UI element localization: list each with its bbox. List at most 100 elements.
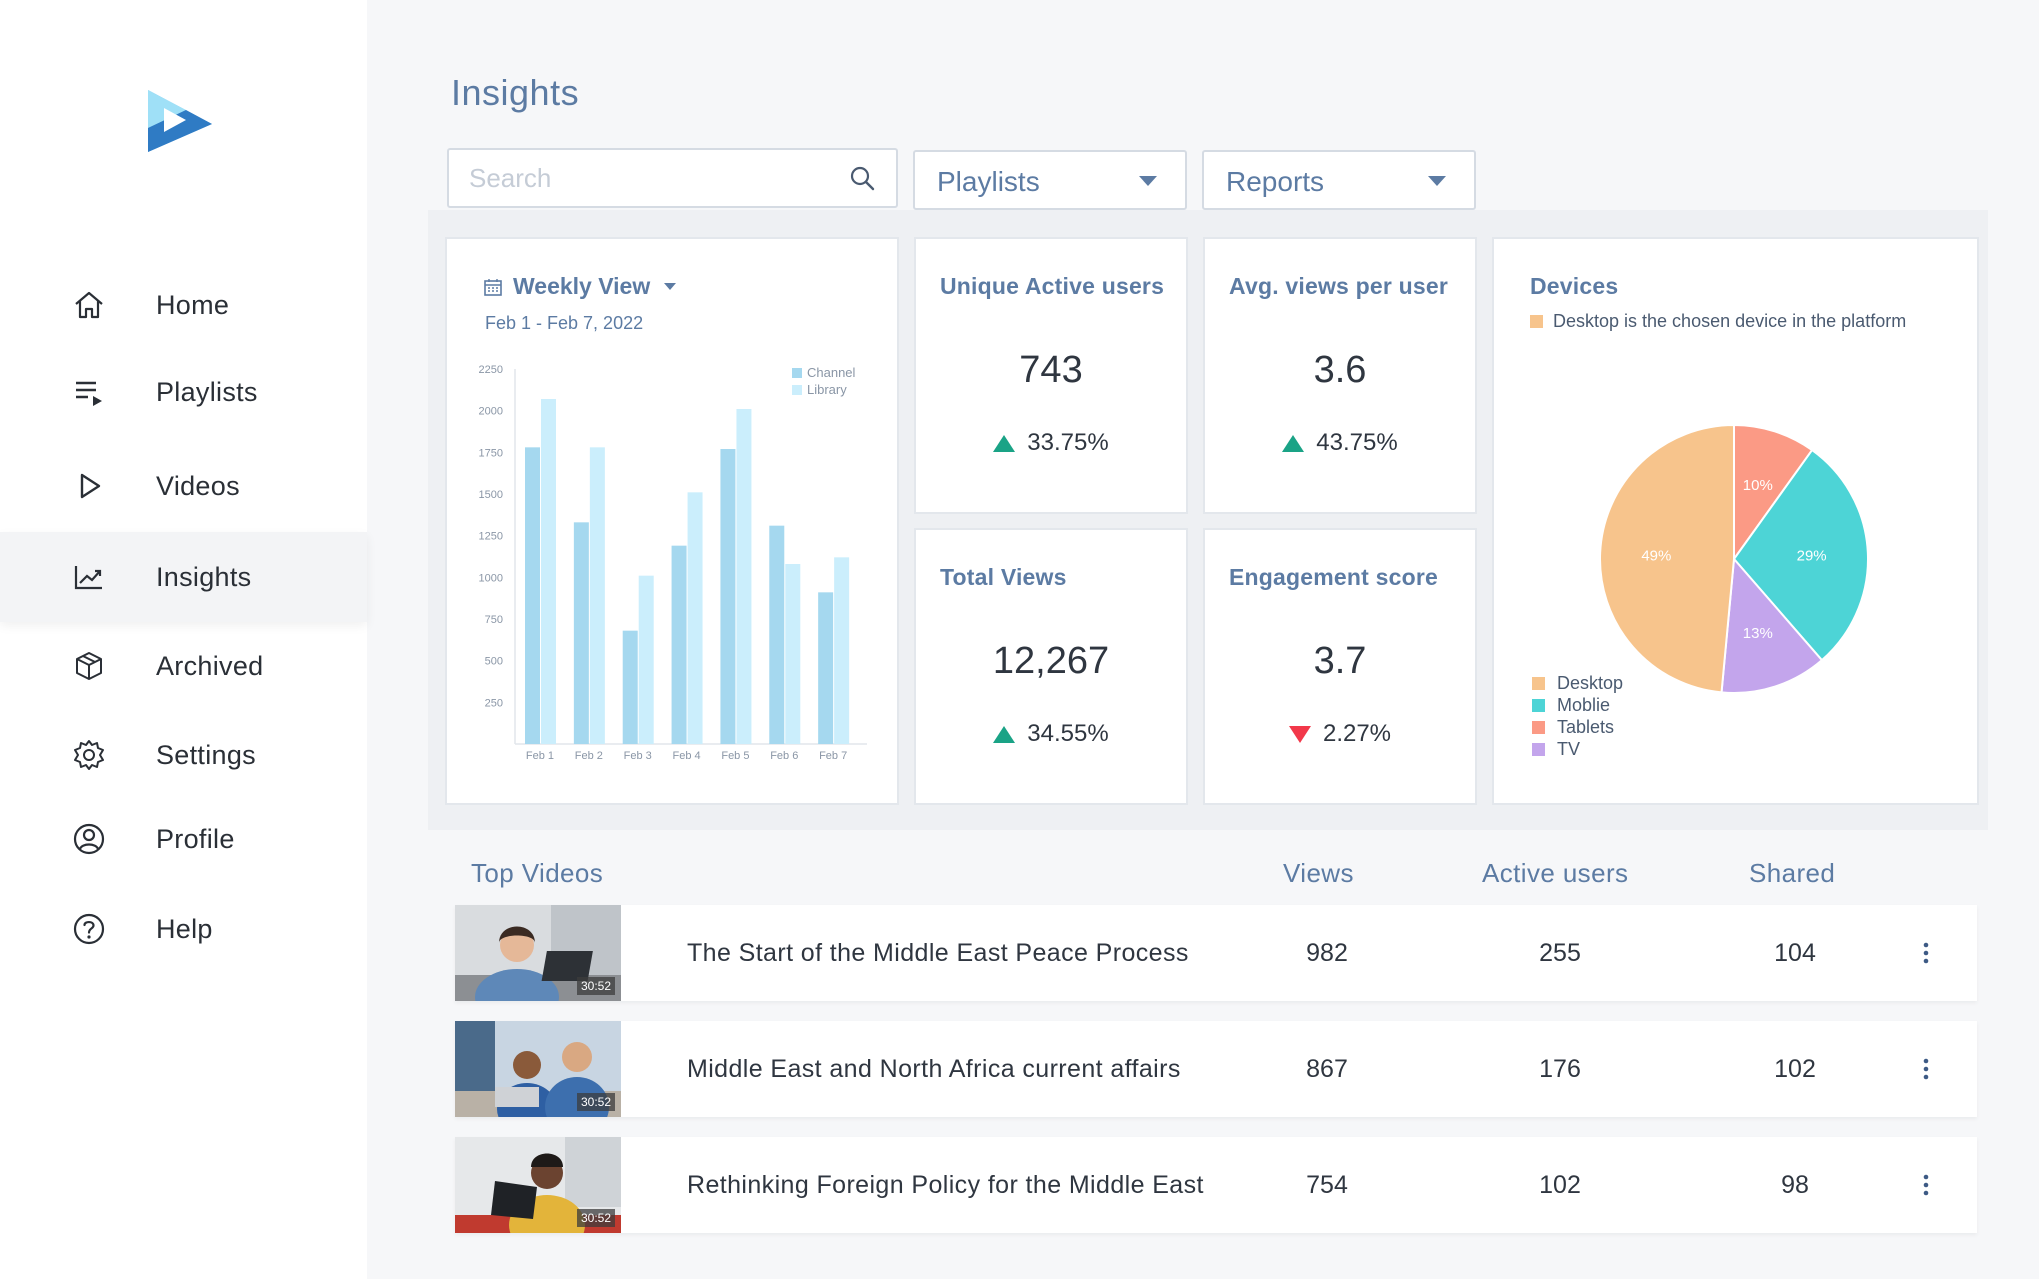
user-circle-icon (72, 822, 106, 856)
search-input[interactable] (469, 150, 849, 206)
x-tick-label: Feb 5 (721, 750, 749, 762)
chevron-down-icon (664, 283, 677, 290)
y-tick-label: 1250 (479, 531, 503, 543)
video-duration: 30:52 (576, 977, 615, 995)
video-title[interactable]: Rethinking Foreign Policy for the Middle… (687, 1171, 1204, 1199)
sidebar-item-archived[interactable]: Archived (0, 621, 367, 711)
app-logo-icon[interactable] (146, 88, 214, 154)
devices-subtitle-text: Desktop is the chosen device in the plat… (1553, 311, 1907, 331)
bar-library (541, 399, 556, 744)
x-tick-label: Feb 2 (575, 750, 603, 762)
active-users-value: 255 (1539, 939, 1581, 967)
more-options-icon[interactable] (1923, 1057, 1929, 1081)
sidebar-item-home[interactable]: Home (0, 260, 367, 350)
stat-value: 3.6 (1313, 349, 1367, 391)
help-icon (72, 912, 106, 946)
playlists-dropdown[interactable]: Playlists (913, 150, 1187, 210)
weekly-date-range: Feb 1 - Feb 7, 2022 (485, 313, 644, 333)
video-duration: 30:52 (576, 1209, 615, 1227)
sidebar-item-profile[interactable]: Profile (0, 794, 367, 884)
sidebar: Home Playlists Videos Insights Archived … (0, 0, 367, 1279)
column-header-shared[interactable]: Shared (1749, 858, 1836, 888)
video-title[interactable]: The Start of the Middle East Peace Proce… (687, 939, 1189, 967)
weekly-bar-chart: 250 500 750 1000 1250 1500 1750 2000 2250 Feb 1 Fe… (479, 364, 867, 762)
column-header-views[interactable]: Views (1283, 858, 1354, 888)
more-options-icon[interactable] (1923, 1173, 1929, 1197)
y-tick-label: 500 (485, 656, 503, 668)
y-tick-label: 2000 (479, 406, 503, 418)
box-icon (72, 649, 106, 683)
home-icon (72, 288, 106, 322)
bar-library (687, 492, 703, 744)
devices-subtitle: Desktop is the chosen device in the plat… (1530, 311, 1906, 332)
arrow-down-icon (1288, 725, 1311, 743)
devices-card: Devices Desktop is the chosen device in … (1492, 237, 1979, 805)
arrow-up-icon (993, 434, 1016, 452)
bar-library (834, 557, 850, 744)
bar-library (736, 409, 752, 744)
legend-item-desktop: Desktop (1532, 673, 1623, 694)
legend-swatch (792, 368, 802, 378)
bar-channel (769, 525, 785, 744)
legend-swatch (1530, 315, 1543, 328)
pie-slice-label: 49% (1641, 547, 1671, 564)
chart-trend-icon (72, 560, 106, 594)
chevron-down-icon (1139, 176, 1157, 186)
pie-slice-label: 10% (1743, 477, 1773, 494)
stat-change: 2.27% (1205, 720, 1475, 748)
x-tick-label: Feb 6 (770, 750, 798, 762)
gear-icon (72, 738, 106, 772)
table-row[interactable]: 30:52 Rethinking Foreign Policy for the … (455, 1137, 1977, 1233)
reports-dropdown[interactable]: Reports (1202, 150, 1476, 210)
arrow-up-icon (993, 725, 1016, 743)
legend-label: Moblie (1557, 695, 1611, 715)
sidebar-item-settings[interactable]: Settings (0, 710, 367, 800)
search-icon[interactable] (848, 164, 876, 192)
bar-channel (573, 522, 589, 744)
unique-active-users-card: Unique Active users 743 33.75% (914, 237, 1188, 514)
sidebar-item-playlists[interactable]: Playlists (0, 347, 367, 437)
legend-item-mobile: Moblie (1532, 695, 1610, 716)
chevron-down-icon (1428, 176, 1446, 186)
weekly-view-toggle[interactable]: Weekly View (483, 273, 677, 300)
stat-change: 43.75% (1205, 429, 1475, 457)
stat-change-value: 34.55% (1027, 720, 1109, 747)
shared-value: 104 (1774, 939, 1816, 967)
video-thumbnail[interactable]: 30:52 (455, 905, 621, 1001)
legend-swatch (1532, 699, 1545, 712)
legend-label: Desktop (1557, 673, 1624, 693)
video-thumbnail[interactable]: 30:52 (455, 1021, 621, 1117)
legend-swatch (1532, 721, 1545, 734)
legend-swatch (1532, 743, 1545, 756)
engagement-score-card: Engagement score 3.7 2.27% (1203, 528, 1477, 805)
stat-value: 3.7 (1313, 640, 1367, 682)
pie-slice-label: 13% (1743, 625, 1773, 642)
card-title: Avg. views per user (1229, 273, 1448, 299)
bar-library (785, 564, 801, 744)
sidebar-item-label: Insights (156, 561, 252, 592)
playlist-icon (72, 375, 106, 409)
sidebar-item-help[interactable]: Help (0, 884, 367, 974)
column-header-active-users[interactable]: Active users (1482, 858, 1629, 888)
video-thumbnail[interactable]: 30:52 (455, 1137, 621, 1233)
more-options-icon[interactable] (1923, 941, 1929, 965)
x-tick-label: Feb 1 (526, 750, 554, 762)
sidebar-item-insights[interactable]: Insights (0, 532, 367, 622)
sidebar-item-videos[interactable]: Videos (0, 441, 367, 531)
y-tick-label: 750 (485, 614, 503, 626)
calendar-icon (484, 278, 502, 296)
legend-swatch (1532, 677, 1545, 690)
legend-label: Channel (807, 365, 856, 380)
video-title[interactable]: Middle East and North Africa current aff… (687, 1055, 1181, 1083)
stat-change: 34.55% (916, 720, 1186, 748)
table-row[interactable]: 30:52 The Start of the Middle East Peace… (455, 905, 1977, 1001)
arrow-up-icon (1282, 434, 1305, 452)
sidebar-item-label: Profile (156, 823, 235, 854)
sidebar-item-label: Home (156, 289, 230, 320)
card-title: Engagement score (1229, 564, 1438, 590)
table-row[interactable]: 30:52 Middle East and North Africa curre… (455, 1021, 1977, 1117)
sidebar-item-label: Videos (156, 470, 240, 501)
x-tick-label: Feb 3 (624, 750, 652, 762)
legend-item-tablets: Tablets (1532, 717, 1614, 738)
avg-views-card: Avg. views per user 3.6 43.75% (1203, 237, 1477, 514)
